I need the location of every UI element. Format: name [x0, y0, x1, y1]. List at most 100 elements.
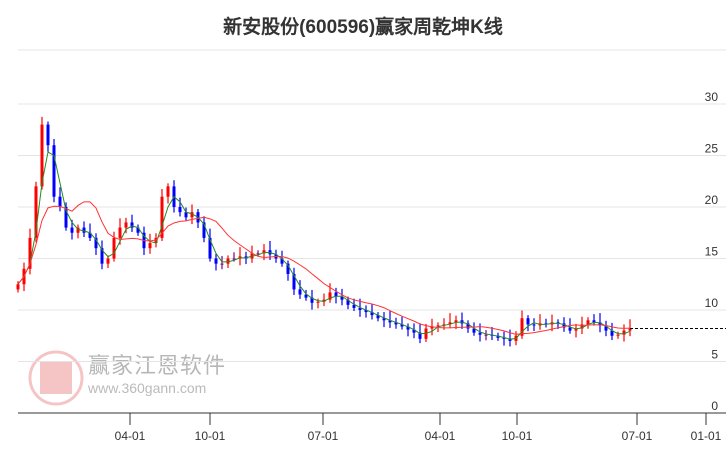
candle-body: [28, 237, 32, 269]
candle-body: [430, 326, 434, 329]
candle-body: [580, 324, 584, 329]
candle-body: [82, 227, 86, 233]
candle-body: [202, 222, 206, 238]
candle-body: [70, 227, 74, 233]
candle-body: [412, 329, 416, 333]
candle-body: [556, 322, 560, 324]
candle-body: [130, 222, 134, 228]
candle-body: [166, 186, 170, 197]
candle-body: [394, 322, 398, 325]
candle-body: [352, 304, 356, 308]
x-tick-label: 07-01: [622, 429, 653, 443]
candle-body: [616, 334, 620, 336]
candle-body: [16, 284, 20, 290]
candle-body: [148, 243, 152, 249]
candle-body: [448, 322, 452, 325]
candle-body: [190, 212, 194, 218]
y-tick-label: 20: [705, 193, 719, 207]
x-tick-label: 10-01: [195, 429, 226, 443]
candle-body: [292, 273, 296, 290]
y-tick-label: 15: [705, 245, 719, 259]
candle-body: [256, 253, 260, 255]
candle-body: [598, 322, 602, 326]
candle-body: [622, 330, 626, 335]
candle-body: [112, 237, 116, 259]
candle-body: [322, 299, 326, 302]
candle-body: [604, 325, 608, 331]
candle-body: [610, 330, 614, 336]
candle-body: [388, 320, 392, 323]
watermark-url: www.360gann.com: [88, 380, 207, 396]
watermark-name: 赢家江恩软件: [88, 353, 227, 378]
candle-body: [64, 207, 68, 228]
x-tick-label: 10-01: [502, 429, 533, 443]
watermark-seal-logo: [28, 350, 84, 406]
candle-body: [454, 320, 458, 323]
candle-body: [502, 337, 506, 339]
candle-body: [118, 227, 122, 238]
candle-body: [442, 324, 446, 326]
candle-body: [436, 325, 440, 327]
candle-body: [178, 207, 182, 213]
candle-body: [280, 258, 284, 264]
candle-body: [520, 318, 524, 336]
y-tick-label: 10: [705, 296, 719, 310]
candle-body: [400, 324, 404, 327]
candle-body: [364, 310, 368, 313]
candle-body: [376, 315, 380, 319]
candle-body: [628, 328, 632, 331]
candle-body: [160, 196, 164, 238]
candle-body: [532, 324, 536, 326]
y-tick-label: 5: [711, 348, 718, 362]
candle-body: [88, 232, 92, 238]
candle-body: [262, 250, 266, 254]
candle-body: [544, 323, 548, 325]
x-tick-label: 01-01: [691, 429, 722, 443]
chart-title: 新安股份(600596)赢家周乾坤K线: [223, 17, 503, 38]
candle-body: [484, 334, 488, 336]
candle-body: [472, 328, 476, 333]
candle-body: [466, 323, 470, 329]
candle-body: [508, 338, 512, 341]
candle-body: [382, 318, 386, 321]
candle-body: [592, 320, 596, 323]
candle-body: [568, 327, 572, 331]
candle-body: [46, 124, 50, 146]
candle-body: [286, 263, 290, 274]
candle-body: [184, 212, 188, 218]
candle-body: [208, 237, 212, 259]
candle-body: [310, 297, 314, 303]
candle-body: [226, 258, 230, 264]
candle-body: [232, 258, 236, 260]
candle-body: [154, 237, 158, 244]
candle-body: [340, 296, 344, 300]
candle-body: [574, 328, 578, 331]
candle-body: [316, 301, 320, 303]
candle-body: [94, 237, 98, 249]
candle-body: [370, 312, 374, 316]
y-tick-label: 25: [705, 142, 719, 156]
candle-body: [52, 145, 56, 197]
candle-body: [562, 323, 566, 328]
candle-body: [214, 258, 218, 264]
candle-body: [304, 294, 308, 298]
candle-body: [40, 124, 44, 187]
candle-body: [496, 335, 500, 338]
x-tick-label: 07-01: [308, 429, 339, 443]
candle-body: [136, 227, 140, 233]
candle-body: [124, 222, 128, 228]
candle-body: [526, 318, 530, 325]
x-tick-label: 04-01: [115, 429, 146, 443]
candle-body: [58, 196, 62, 207]
candle-body: [298, 289, 302, 295]
candle-body: [406, 326, 410, 330]
candle-body: [34, 186, 38, 238]
candle-body: [346, 299, 350, 305]
candle-body: [220, 263, 224, 265]
candle-body: [100, 248, 104, 264]
ma-short-line: [17, 151, 631, 340]
candle-body: [418, 332, 422, 339]
ma-long-line: [17, 201, 631, 335]
